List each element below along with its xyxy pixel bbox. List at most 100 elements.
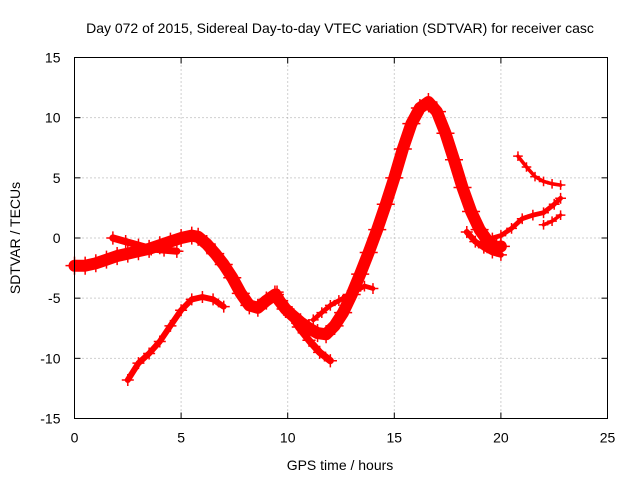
x-tick-label: 15 xyxy=(387,430,403,446)
data-point xyxy=(385,168,404,187)
data-point xyxy=(206,244,225,263)
y-tick-label: -5 xyxy=(48,290,61,306)
data-point xyxy=(86,254,105,273)
x-tick-label: 20 xyxy=(493,430,509,446)
data-point xyxy=(144,242,158,256)
data-point xyxy=(119,235,133,249)
series-track-dip xyxy=(273,288,334,365)
data-point xyxy=(555,210,566,220)
axis-ticks: 0 5 10 15 20 25 -15 -10 -5 0 5 10 15 xyxy=(40,50,615,446)
data-point xyxy=(223,268,242,287)
data-point xyxy=(368,220,387,239)
data-point xyxy=(197,235,216,254)
chart-title: Day 072 of 2015, Sidereal Day-to-day VTE… xyxy=(86,20,594,36)
data-point xyxy=(231,284,250,303)
data-point xyxy=(530,171,540,182)
data-point xyxy=(270,285,284,299)
data-point xyxy=(308,324,327,343)
data-point xyxy=(521,162,532,172)
data-point xyxy=(97,250,116,269)
data-point xyxy=(325,316,344,335)
data-point xyxy=(513,151,523,161)
data-point xyxy=(207,293,220,306)
data-point xyxy=(240,296,259,315)
y-tick-label: -15 xyxy=(40,411,60,427)
data-point xyxy=(196,290,209,303)
data-point xyxy=(108,247,127,266)
data-point xyxy=(351,265,370,284)
data-point xyxy=(486,246,499,259)
data-series xyxy=(65,93,567,387)
data-point xyxy=(313,345,327,359)
x-tick-label: 10 xyxy=(280,430,296,446)
data-point xyxy=(172,228,191,248)
data-point xyxy=(316,307,328,319)
data-point xyxy=(547,216,557,226)
data-point xyxy=(462,202,481,221)
data-point xyxy=(170,244,184,258)
data-point xyxy=(516,213,528,225)
plot-frame xyxy=(74,57,608,419)
data-point xyxy=(470,220,489,239)
data-point xyxy=(359,280,370,292)
data-point xyxy=(506,222,517,234)
data-point xyxy=(376,195,395,214)
y-tick-label: -10 xyxy=(40,350,60,366)
data-point xyxy=(324,299,336,311)
data-point xyxy=(555,192,567,204)
x-axis-label: GPS time / hours xyxy=(287,457,394,473)
data-point xyxy=(427,102,446,121)
data-point xyxy=(132,357,145,370)
data-point xyxy=(359,243,378,262)
data-point xyxy=(402,114,421,133)
data-point xyxy=(453,178,472,197)
y-tick-label: 15 xyxy=(45,50,61,66)
data-point xyxy=(302,333,316,347)
data-point xyxy=(334,303,353,322)
data-point xyxy=(281,303,295,317)
data-point xyxy=(333,295,345,306)
data-point xyxy=(307,314,319,326)
data-point xyxy=(157,243,171,257)
x-tick-label: 0 xyxy=(71,430,79,446)
series-track-rise xyxy=(489,195,563,241)
data-point xyxy=(436,124,455,143)
data-point xyxy=(494,248,507,261)
data-point xyxy=(131,238,146,252)
data-point xyxy=(175,304,188,317)
data-point xyxy=(419,93,438,112)
data-point xyxy=(217,300,230,313)
data-point xyxy=(460,225,473,238)
data-point xyxy=(548,198,560,210)
data-point xyxy=(538,176,549,187)
data-point xyxy=(121,373,134,387)
data-point xyxy=(185,293,198,306)
data-point xyxy=(527,209,539,221)
data-point xyxy=(248,298,267,317)
data-point xyxy=(444,150,464,169)
data-point xyxy=(547,179,557,189)
data-point xyxy=(393,139,412,158)
y-tick-label: 10 xyxy=(45,110,61,126)
grid xyxy=(74,57,608,419)
data-point xyxy=(164,319,177,332)
series-track-lower xyxy=(124,294,227,383)
data-point xyxy=(214,255,233,274)
data-point xyxy=(76,256,95,275)
data-point xyxy=(143,347,156,360)
data-point xyxy=(538,207,549,219)
data-point xyxy=(317,325,336,344)
y-tick-label: 0 xyxy=(53,230,61,246)
data-point xyxy=(350,285,362,297)
data-point xyxy=(153,335,166,348)
data-point xyxy=(555,180,566,190)
data-point xyxy=(189,227,208,246)
data-point xyxy=(367,283,379,294)
data-point xyxy=(469,235,482,248)
data-point xyxy=(341,290,353,302)
series-track-mid xyxy=(310,283,376,323)
data-point xyxy=(118,244,137,263)
data-point xyxy=(106,231,120,245)
data-point xyxy=(291,320,305,334)
